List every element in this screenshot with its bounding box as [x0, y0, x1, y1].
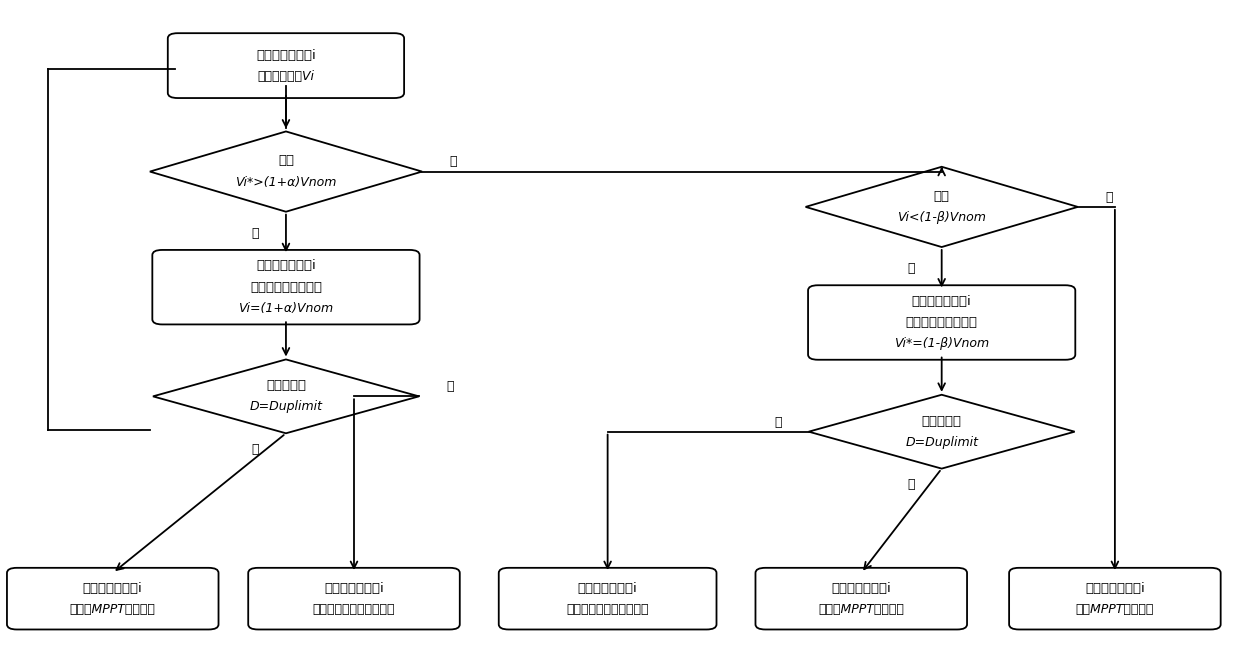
Text: 是: 是 — [906, 263, 914, 275]
Text: 是: 是 — [906, 478, 914, 491]
Text: 光伏直流变换器i: 光伏直流变换器i — [257, 48, 316, 61]
Text: 否: 否 — [446, 380, 454, 393]
Text: 保持定输出电压控制模式: 保持定输出电压控制模式 — [312, 602, 396, 616]
Text: 切换到MPPT控制模式: 切换到MPPT控制模式 — [69, 602, 156, 616]
Text: 保持定输出电压控制模式: 保持定输出电压控制模式 — [567, 602, 649, 616]
Polygon shape — [153, 359, 419, 433]
FancyBboxPatch shape — [248, 568, 460, 630]
Text: D=Duplimit: D=Duplimit — [905, 436, 978, 449]
FancyBboxPatch shape — [167, 33, 404, 98]
Polygon shape — [808, 395, 1075, 469]
FancyBboxPatch shape — [498, 568, 717, 630]
Text: 否: 否 — [449, 155, 456, 168]
Text: 保持MPPT控制模式: 保持MPPT控制模式 — [1076, 602, 1154, 616]
Text: 判断占空比: 判断占空比 — [921, 415, 962, 428]
Text: Vi<(1-β)Vnom: Vi<(1-β)Vnom — [898, 211, 986, 224]
Text: 光伏直流变换器i: 光伏直流变换器i — [324, 582, 384, 595]
FancyBboxPatch shape — [153, 250, 419, 324]
Text: 光伏直流变换器i: 光伏直流变换器i — [911, 295, 972, 308]
Text: 光伏直流变换器i: 光伏直流变换器i — [83, 582, 143, 595]
Text: 光伏直流变换器i: 光伏直流变换器i — [1085, 582, 1145, 595]
Text: 判断: 判断 — [934, 190, 950, 203]
Text: 采样输出电压Vi: 采样输出电压Vi — [258, 70, 315, 83]
Text: 否: 否 — [774, 415, 781, 428]
Polygon shape — [806, 167, 1078, 247]
FancyBboxPatch shape — [7, 568, 218, 630]
Text: 判断: 判断 — [278, 155, 294, 168]
Text: Vi*>(1+α)Vnom: Vi*>(1+α)Vnom — [236, 175, 336, 189]
Text: 是: 是 — [252, 227, 259, 240]
FancyBboxPatch shape — [808, 285, 1075, 360]
FancyBboxPatch shape — [755, 568, 967, 630]
Text: 切换到MPPT控制模式: 切换到MPPT控制模式 — [818, 602, 904, 616]
Text: D=Duplimit: D=Duplimit — [249, 401, 322, 413]
Text: 光伏直流变换器i: 光伏直流变换器i — [257, 259, 316, 272]
Text: 光伏直流变换器i: 光伏直流变换器i — [578, 582, 637, 595]
Text: 否: 否 — [1105, 191, 1112, 204]
FancyBboxPatch shape — [1009, 568, 1220, 630]
Text: 光伏直流变换器i: 光伏直流变换器i — [831, 582, 892, 595]
Polygon shape — [150, 132, 422, 212]
Text: 定输出电压控制模式: 定输出电压控制模式 — [250, 281, 322, 293]
Text: 是: 是 — [252, 443, 259, 456]
Text: 定输出电压控制模式: 定输出电压控制模式 — [905, 316, 977, 329]
Text: 判断占空比: 判断占空比 — [265, 379, 306, 392]
Text: Vi*=(1-β)Vnom: Vi*=(1-β)Vnom — [894, 337, 990, 350]
Text: Vi=(1+α)Vnom: Vi=(1+α)Vnom — [238, 302, 334, 315]
